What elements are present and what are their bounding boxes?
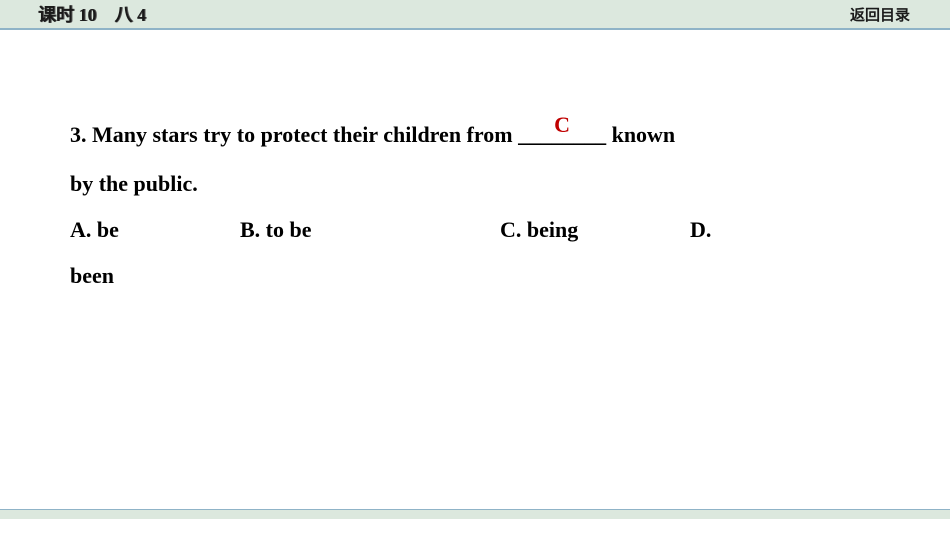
lesson-title: 课时 10 八 4	[38, 1, 146, 27]
blank: C________	[518, 120, 606, 151]
options-row: A. be B. to be C. being D.	[70, 217, 880, 243]
stem-part2: known	[606, 122, 675, 147]
option-c: C. being	[500, 217, 690, 243]
return-link[interactable]: 返回目录	[850, 4, 910, 25]
option-a: A. be	[70, 217, 240, 243]
question-stem-line1: 3. Many stars try to protect their child…	[70, 120, 880, 151]
option-d-label: D.	[690, 217, 711, 243]
header-bar: 课时 10 八 4 返回目录	[0, 0, 950, 30]
option-d-text: been	[70, 263, 880, 289]
question-content: 3. Many stars try to protect their child…	[0, 30, 950, 289]
stem-part1: Many stars try to protect their children…	[92, 122, 518, 147]
option-b: B. to be	[240, 217, 500, 243]
footer-bar	[0, 509, 950, 519]
answer-letter: C	[554, 110, 570, 141]
question-stem-line2: by the public.	[70, 171, 880, 197]
question-number: 3.	[70, 122, 87, 147]
